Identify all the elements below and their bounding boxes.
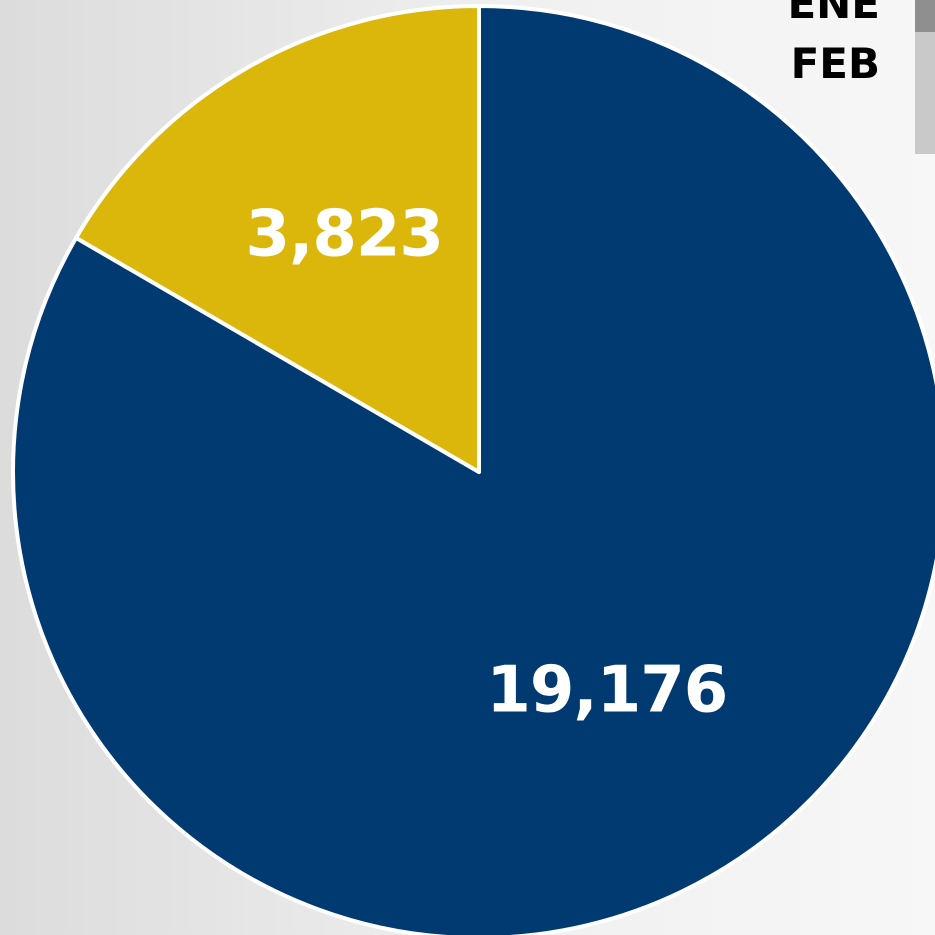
- legend-item-feb[interactable]: FEB: [790, 39, 880, 88]
- pie-slices: [11, 4, 935, 935]
- legend-swatch-ene: [915, 0, 935, 32]
- legend-swatch-feb: [915, 32, 935, 154]
- pie-slice-feb[interactable]: [74, 4, 481, 474]
- data-label-ene: 19,176: [486, 654, 727, 728]
- data-label-feb: 3,823: [245, 197, 442, 271]
- pie-data-labels: 19,176 3,823: [245, 197, 728, 728]
- legend-item-ene[interactable]: ENE: [787, 0, 880, 28]
- legend: ENE FEB: [760, 0, 910, 94]
